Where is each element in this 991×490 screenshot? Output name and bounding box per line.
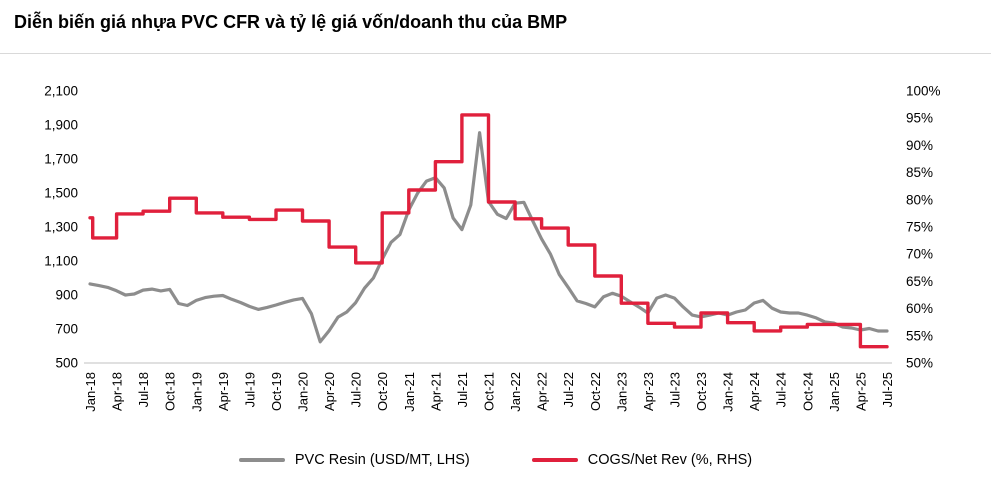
x-axis-tick-label: Apr-24	[747, 372, 762, 411]
left-axis-tick-label: 1,300	[44, 220, 78, 235]
title-divider	[0, 53, 991, 54]
x-axis-tick-label: Jul-25	[880, 372, 895, 407]
x-axis-tick-label: Jul-18	[136, 372, 151, 407]
x-axis-tick-label: Apr-19	[216, 372, 231, 411]
x-axis-tick-label: Jul-22	[561, 372, 576, 407]
x-axis-tick-label: Apr-21	[428, 372, 443, 411]
right-axis-tick-label: 85%	[906, 165, 933, 180]
x-axis-tick-label: Apr-18	[110, 372, 125, 411]
x-axis-tick-label: Jan-23	[614, 372, 629, 412]
x-axis-tick-label: Oct-18	[163, 372, 178, 411]
x-axis-tick-label: Jan-24	[721, 372, 736, 412]
chart-canvas: 2,100 1,900 1,700 1,500 1,300 1,100 900 700 500 1…	[44, 84, 941, 412]
right-axis-tick-label: 95%	[906, 111, 933, 126]
x-axis-tick-label: Oct-24	[800, 372, 815, 411]
legend-item-pvc-resin: PVC Resin (USD/MT, LHS)	[238, 452, 470, 468]
x-axis-tick-label: Jul-24	[774, 372, 789, 407]
x-axis-tick-label: Apr-23	[641, 372, 656, 411]
x-axis-tick-label: Jan-21	[402, 372, 417, 412]
right-axis-tick-label: 50%	[906, 356, 933, 371]
left-axis-tick-label: 1,700	[44, 152, 78, 167]
x-axis-tick-label: Jan-22	[508, 372, 523, 412]
left-axis-tick-label: 500	[55, 356, 78, 371]
x-axis-tick-label: Jan-19	[189, 372, 204, 412]
left-axis-tick-label: 700	[55, 322, 78, 337]
right-axis-tick-label: 80%	[906, 192, 933, 207]
x-axis-tick-label: Jul-23	[667, 372, 682, 407]
x-axis-tick-label: Jan-25	[827, 372, 842, 412]
right-axis-tick-label: 55%	[906, 328, 933, 343]
pvc-resin-swatch	[238, 458, 285, 462]
left-axis-tick-label: 900	[55, 288, 78, 303]
right-axis-tick-label: 65%	[906, 274, 933, 289]
left-axis-tick-label: 1,500	[44, 186, 78, 201]
x-axis-tick-label: Oct-19	[269, 372, 284, 411]
right-axis-tick-label: 70%	[906, 247, 933, 262]
x-axis-tick-label: Oct-20	[375, 372, 390, 411]
left-axis-tick-label: 2,100	[44, 84, 78, 99]
x-axis-tick-label: Oct-23	[694, 372, 709, 411]
x-axis-tick-label: Apr-25	[853, 372, 868, 411]
x-axis-tick-label: Jul-20	[349, 372, 364, 407]
cogs-ratio-legend-label: COGS/Net Rev (%, RHS)	[587, 452, 753, 468]
pvc-resin-legend-label: PVC Resin (USD/MT, LHS)	[294, 452, 470, 468]
x-axis-tick-label: Jul-19	[242, 372, 257, 407]
x-axis-tick-label: Jul-21	[455, 372, 470, 407]
chart-legend: PVC Resin (USD/MT, LHS) COGS/Net Rev (%,…	[0, 452, 991, 468]
right-axis-tick-label: 60%	[906, 301, 933, 316]
x-axis-tick-label: Oct-21	[482, 372, 497, 411]
left-axis-tick-label: 1,100	[44, 254, 78, 269]
right-axis-tick-label: 100%	[906, 84, 941, 99]
chart-title: Diễn biến giá nhựa PVC CFR và tỷ lệ giá …	[14, 12, 568, 32]
cogs-ratio-line	[88, 113, 889, 349]
x-axis-tick-label: Apr-22	[535, 372, 550, 411]
x-axis-tick-label: Jan-20	[296, 372, 311, 412]
x-axis-tick-label: Apr-20	[322, 372, 337, 411]
right-axis-tick-label: 90%	[906, 138, 933, 153]
cogs-ratio-swatch	[531, 458, 578, 462]
left-axis-tick-label: 1,900	[44, 118, 78, 133]
legend-item-cogs-ratio: COGS/Net Rev (%, RHS)	[531, 452, 753, 468]
x-axis-tick-label: Oct-22	[588, 372, 603, 411]
x-axis-tick-label: Jan-18	[83, 372, 98, 412]
right-axis-tick-label: 75%	[906, 220, 933, 235]
